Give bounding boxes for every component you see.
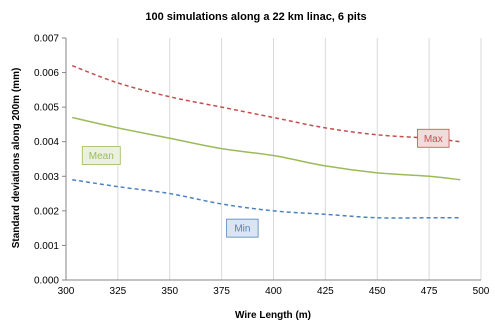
- series-layer: [71, 64, 461, 219]
- y-tick-label: 0.000: [34, 276, 59, 287]
- chart-title: 100 simulations along a 22 km linac, 6 p…: [145, 11, 366, 23]
- grid-layer: [117, 38, 482, 280]
- x-tick-label: 425: [317, 286, 334, 297]
- y-tick-label: 0.004: [34, 137, 59, 148]
- series-label-text: Max: [424, 134, 443, 145]
- y-tick-label: 0.002: [34, 206, 59, 217]
- y-axis-title: Standard deviations along 200m (mm): [11, 68, 22, 249]
- series-label-max: Max: [417, 128, 450, 148]
- x-tick-label: 475: [421, 286, 438, 297]
- y-tick-label: 0.005: [34, 103, 59, 114]
- y-tick-label: 0.001: [34, 241, 59, 252]
- series-label-text: Mean: [89, 151, 114, 162]
- y-tick-label: 0.006: [34, 68, 59, 79]
- axis-layer: 300 325 350 375 400 425 450 475 500 0.000 0.001 0.0…: [34, 34, 490, 298]
- series-label-min: Min: [226, 218, 259, 238]
- series-label-box: [417, 128, 450, 148]
- series-line-max: [71, 64, 461, 143]
- series-label-text: Min: [234, 224, 250, 235]
- series-label-mean: Mean: [81, 146, 121, 165]
- series-line-min: [72, 178, 461, 219]
- series-line-mean: [72, 116, 461, 181]
- x-tick-label: 350: [161, 286, 178, 297]
- x-tick-label: 450: [369, 286, 386, 297]
- x-tick-label: 400: [265, 286, 282, 297]
- x-tick-label: 500: [473, 286, 490, 297]
- x-tick-label: 300: [58, 286, 75, 297]
- annotation-layer: Max Mean Min: [81, 128, 450, 238]
- y-tick-label: 0.007: [34, 34, 59, 45]
- x-axis-title: Wire Length (m): [235, 310, 311, 321]
- series-label-box: [226, 218, 259, 238]
- x-tick-label: 325: [110, 286, 127, 297]
- y-tick-label: 0.003: [34, 172, 59, 183]
- series-label-box: [81, 146, 121, 165]
- x-tick-label: 375: [213, 286, 230, 297]
